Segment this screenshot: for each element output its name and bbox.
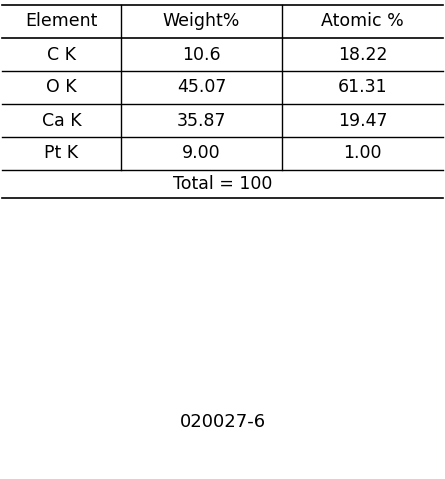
Text: 020027-6: 020027-6 — [179, 412, 266, 431]
Text: Pt K: Pt K — [44, 145, 79, 162]
Text: 18.22: 18.22 — [338, 46, 387, 64]
Text: 61.31: 61.31 — [338, 79, 387, 96]
Text: 45.07: 45.07 — [177, 79, 226, 96]
Text: Total = 100: Total = 100 — [173, 175, 272, 193]
Text: Weight%: Weight% — [163, 12, 240, 31]
Text: Ca K: Ca K — [42, 112, 81, 129]
Text: 19.47: 19.47 — [338, 112, 387, 129]
Text: Atomic %: Atomic % — [321, 12, 404, 31]
Text: 1.00: 1.00 — [343, 145, 382, 162]
Text: C K: C K — [47, 46, 76, 64]
Text: 10.6: 10.6 — [182, 46, 221, 64]
Text: Element: Element — [25, 12, 98, 31]
Text: 35.87: 35.87 — [177, 112, 227, 129]
Text: 9.00: 9.00 — [182, 145, 221, 162]
Text: O K: O K — [46, 79, 77, 96]
